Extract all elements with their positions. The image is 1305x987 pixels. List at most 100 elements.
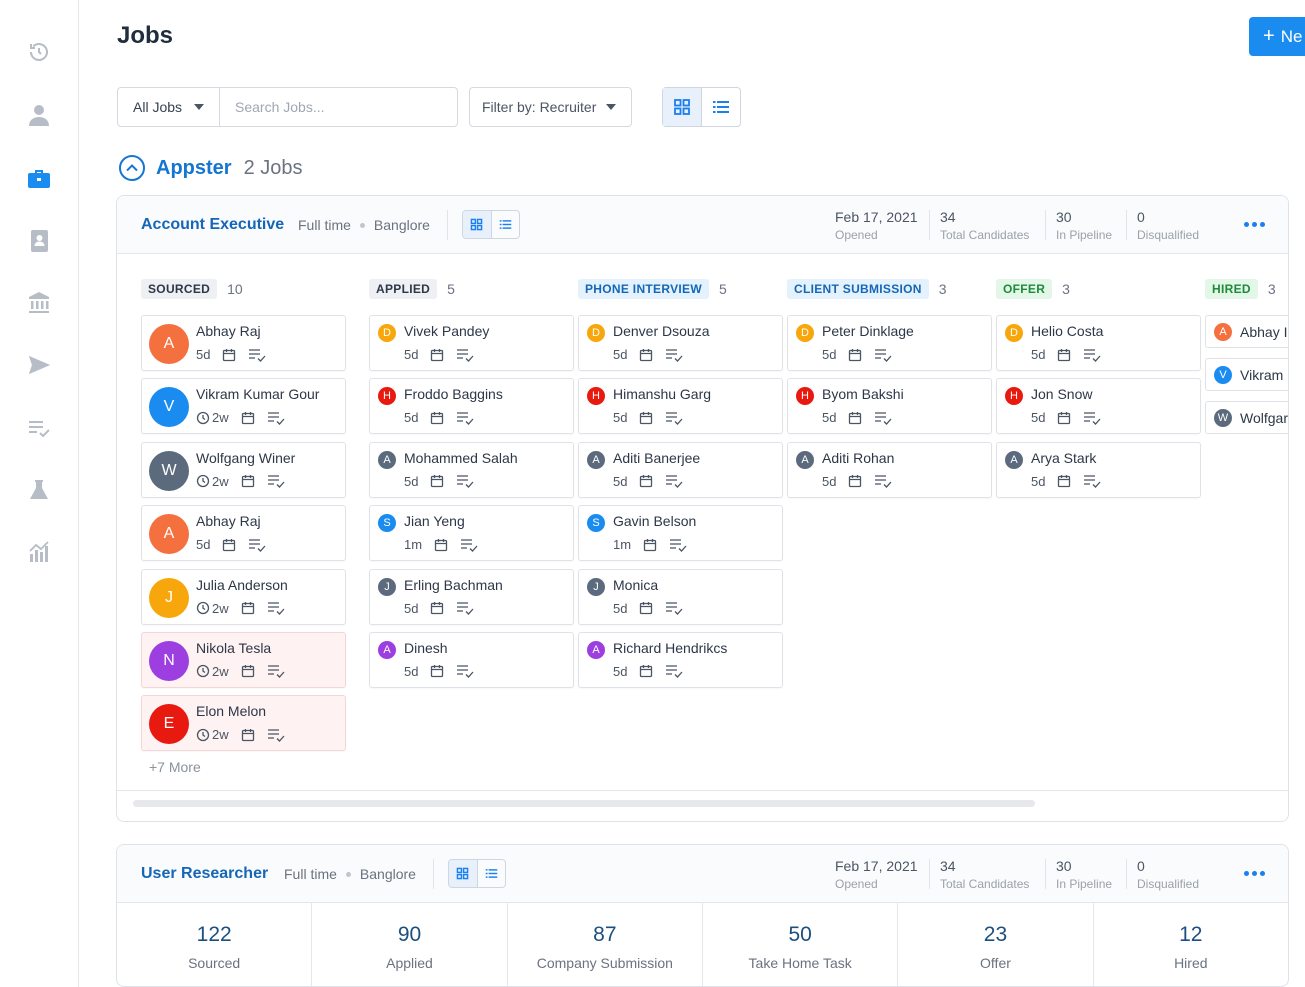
checklist-icon[interactable] [874,411,892,425]
checklist-icon[interactable] [456,474,474,489]
candidate-card[interactable]: A Abhay I [1205,315,1288,348]
calendar-icon[interactable] [848,411,862,425]
more-candidates-link[interactable]: +7 More [149,759,201,776]
candidate-card[interactable]: A Dinesh 5d [369,631,574,688]
calendar-icon[interactable] [222,348,236,362]
calendar-icon[interactable] [434,538,448,552]
horizontal-scrollbar[interactable] [133,800,1035,807]
checklist-icon[interactable] [665,411,683,425]
calendar-icon[interactable] [848,348,862,362]
calendar-icon[interactable] [639,411,653,425]
calendar-icon[interactable] [639,348,653,362]
grid-view-button[interactable] [463,211,492,238]
checklist-icon[interactable] [665,474,683,489]
checklist-icon[interactable] [665,601,683,616]
checklist-icon[interactable] [456,411,474,425]
candidate-card[interactable]: H Jon Snow 5d [996,378,1201,435]
calendar-icon[interactable] [430,411,444,425]
stage-summary-cell[interactable]: 122 Sourced [117,903,313,986]
candidate-card[interactable]: V Vikram Kumar Gour 2w [141,378,346,435]
candidate-card[interactable]: S Jian Yeng 1m [369,505,574,562]
candidate-card[interactable]: E Elon Melon 2w [141,695,346,752]
calendar-icon[interactable] [1057,474,1071,488]
checklist-icon[interactable] [267,664,285,679]
candidate-card[interactable]: H Froddo Baggins 5d [369,378,574,435]
candidate-card[interactable]: A Aditi Rohan 5d [787,441,992,498]
calendar-icon[interactable] [241,601,255,615]
stage-summary-cell[interactable]: 50 Take Home Task [703,903,899,986]
bank-icon[interactable] [24,288,54,318]
search-input[interactable]: Search Jobs... [219,87,458,127]
candidate-card[interactable]: V Vikram [1205,358,1288,391]
checklist-icon[interactable] [874,474,892,489]
stage-summary-cell[interactable]: 87 Company Submission [508,903,703,986]
checklist-icon[interactable] [24,413,54,443]
candidate-card[interactable]: W Wolfgar [1205,401,1288,434]
calendar-icon[interactable] [639,601,653,615]
checklist-icon[interactable] [248,348,266,362]
checklist-icon[interactable] [267,601,285,616]
recruiter-filter-dropdown[interactable]: Filter by: Recruiter [469,87,632,127]
calendar-icon[interactable] [241,474,255,488]
candidate-card[interactable]: J Julia Anderson 2w [141,568,346,625]
checklist-icon[interactable] [456,664,474,679]
candidate-card[interactable]: D Denver Dsouza 5d [578,315,783,371]
candidate-card[interactable]: H Himanshu Garg 5d [578,378,783,435]
candidate-card[interactable]: A Abhay Raj 5d [141,505,346,562]
job-title[interactable]: Account Executive [141,216,285,233]
address-book-icon[interactable] [24,226,54,256]
candidate-card[interactable]: A Abhay Raj 5d [141,315,346,371]
candidate-card[interactable]: D Peter Dinklage 5d [787,315,992,371]
calendar-icon[interactable] [430,664,444,678]
candidate-card[interactable]: J Erling Bachman 5d [369,568,574,625]
company-name[interactable]: Appster [156,156,232,179]
stage-summary-cell[interactable]: 12 Hired [1094,903,1288,986]
send-icon[interactable] [24,350,54,380]
calendar-icon[interactable] [848,474,862,488]
grid-view-button[interactable] [663,88,702,126]
calendar-icon[interactable] [241,728,255,742]
checklist-icon[interactable] [267,474,285,489]
checklist-icon[interactable] [1083,348,1101,362]
calendar-icon[interactable] [430,601,444,615]
more-options-icon[interactable] [1244,871,1265,876]
analytics-icon[interactable] [24,537,54,567]
candidate-card[interactable]: A Richard Hendrikcs 5d [578,631,783,688]
checklist-icon[interactable] [669,538,687,552]
grid-view-button[interactable] [449,860,478,887]
more-options-icon[interactable] [1244,222,1265,227]
candidate-card[interactable]: W Wolfgang Winer 2w [141,441,346,498]
briefcase-icon[interactable] [24,163,54,193]
checklist-icon[interactable] [456,601,474,616]
candidate-card[interactable]: D Vivek Pandey 5d [369,315,574,371]
stage-summary-cell[interactable]: 90 Applied [312,903,508,986]
calendar-icon[interactable] [241,411,255,425]
candidate-card[interactable]: H Byom Bakshi 5d [787,378,992,435]
checklist-icon[interactable] [460,538,478,552]
calendar-icon[interactable] [430,348,444,362]
candidate-card[interactable]: A Arya Stark 5d [996,441,1201,498]
checklist-icon[interactable] [456,348,474,362]
checklist-icon[interactable] [1083,411,1101,425]
calendar-icon[interactable] [639,474,653,488]
candidate-card[interactable]: S Gavin Belson 1m [578,505,783,562]
candidate-card[interactable]: A Aditi Banerjee 5d [578,441,783,498]
checklist-icon[interactable] [248,538,266,552]
list-view-button[interactable] [702,88,740,126]
stage-summary-cell[interactable]: 23 Offer [898,903,1094,986]
checklist-icon[interactable] [267,728,285,742]
list-view-button[interactable] [478,860,506,887]
all-jobs-dropdown[interactable]: All Jobs [117,87,220,127]
checklist-icon[interactable] [874,348,892,362]
history-icon[interactable] [24,37,54,67]
calendar-icon[interactable] [222,538,236,552]
candidate-card[interactable]: N Nikola Tesla 2w [141,631,346,688]
calendar-icon[interactable] [1057,348,1071,362]
calendar-icon[interactable] [430,474,444,488]
candidate-card[interactable]: A Mohammed Salah 5d [369,441,574,498]
user-icon[interactable] [24,100,54,130]
checklist-icon[interactable] [267,411,285,425]
candidate-card[interactable]: D Helio Costa 5d [996,315,1201,371]
calendar-icon[interactable] [241,664,255,678]
checklist-icon[interactable] [1083,474,1101,489]
